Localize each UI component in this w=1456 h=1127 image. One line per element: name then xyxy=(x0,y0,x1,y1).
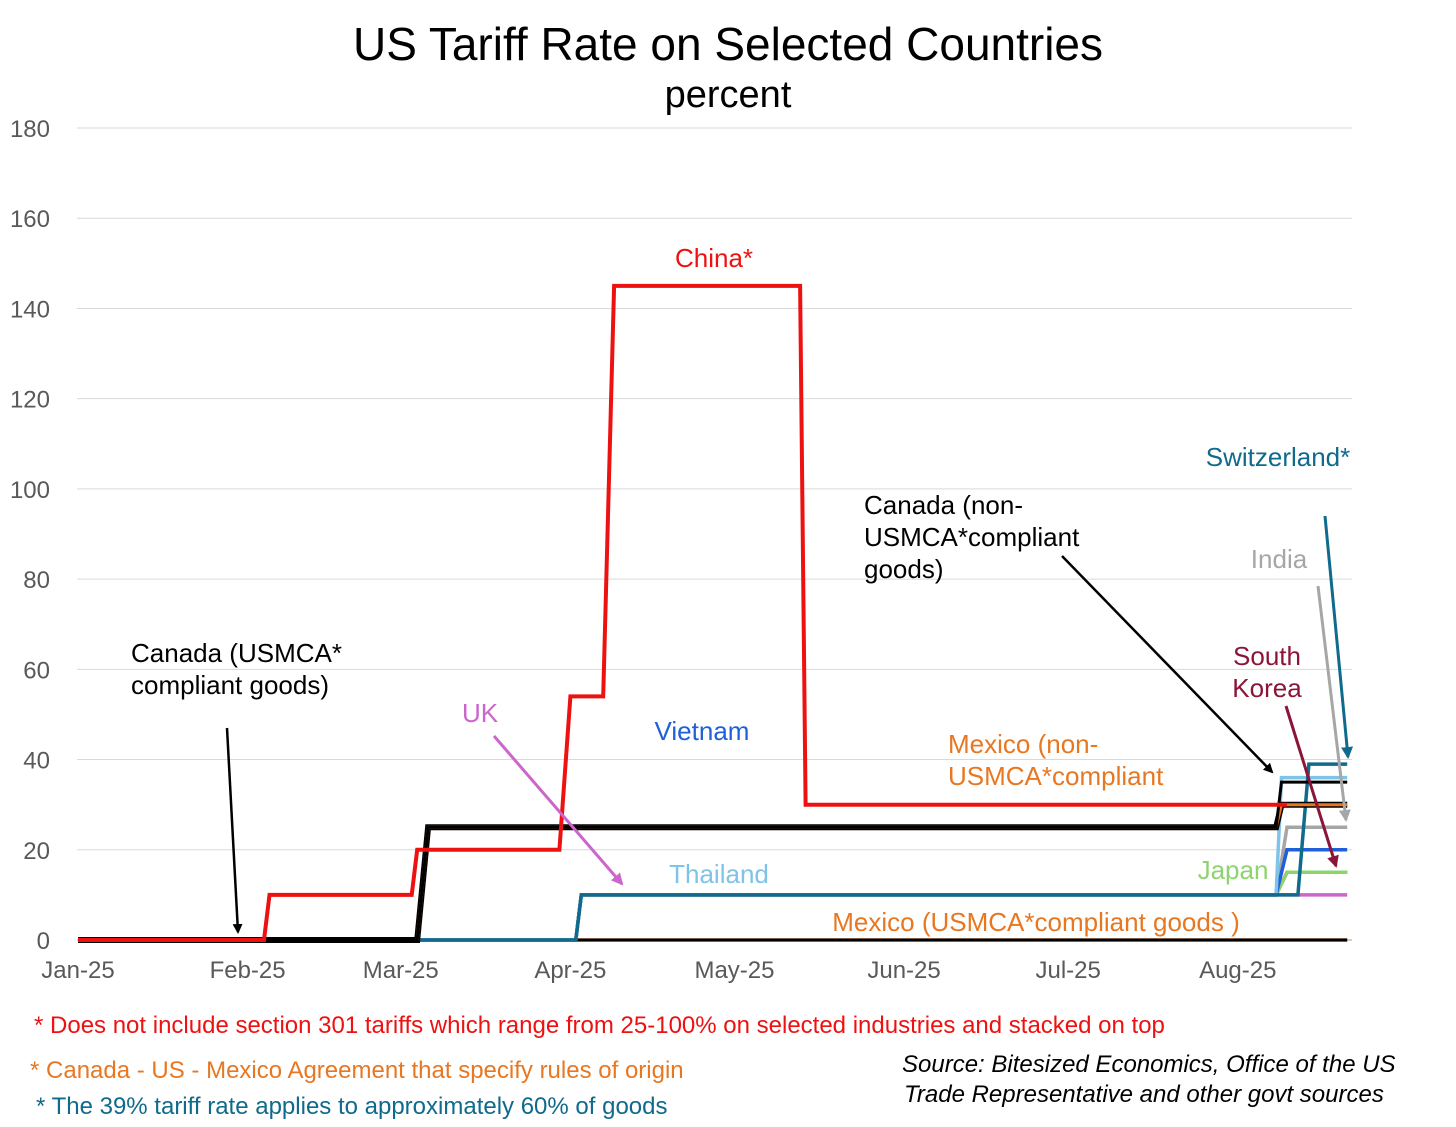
x-tick-label: May-25 xyxy=(694,957,774,984)
label-india: India xyxy=(1251,544,1308,574)
footnote-switzerland: * The 39% tariff rate applies to approxi… xyxy=(36,1093,668,1120)
y-tick-label: 40 xyxy=(23,748,50,775)
label-canada-non-usmca-2: USMCA*compliant xyxy=(864,522,1080,552)
series-line-canada-non-usmca-compliant-goods xyxy=(78,780,1348,942)
switzerland-arrow xyxy=(1323,515,1354,759)
chart-title: US Tariff Rate on Selected Countries xyxy=(353,18,1103,70)
label-japan: Japan xyxy=(1198,855,1269,885)
canada-usmca-arrow xyxy=(225,727,243,934)
uk-arrow xyxy=(492,735,624,886)
canada-non-arrow xyxy=(1061,555,1274,774)
grid-lines xyxy=(77,127,1352,941)
label-south-korea-2: Korea xyxy=(1232,673,1302,703)
y-tick-label: 80 xyxy=(23,567,50,594)
label-china: China* xyxy=(675,243,753,273)
x-axis-ticks: Jan-25 Feb-25 Mar-25 Apr-25 May-25 Jun-25 Jul-… xyxy=(41,957,1276,984)
source-line-2: Trade Representative and other govt sour… xyxy=(904,1081,1384,1108)
label-mexico-usmca: Mexico (USMCA*compliant goods ) xyxy=(832,907,1239,937)
label-canada-usmca-2: compliant goods) xyxy=(131,670,329,700)
label-uk: UK xyxy=(462,698,499,728)
label-mexico-non-usmca-1: Mexico (non- xyxy=(948,729,1098,759)
series-lines xyxy=(78,283,1348,943)
y-tick-label: 0 xyxy=(37,928,50,955)
y-tick-label: 100 xyxy=(10,477,50,504)
chart-subtitle: percent xyxy=(665,74,792,116)
y-tick-label: 140 xyxy=(10,296,50,323)
label-south-korea-1: South xyxy=(1233,641,1301,671)
series-line-switzerland xyxy=(78,762,1348,942)
label-thailand: Thailand xyxy=(669,859,769,889)
south-korea-arrow xyxy=(1284,705,1339,868)
label-canada-usmca-1: Canada (USMCA* xyxy=(131,638,342,668)
label-mexico-non-usmca-2: USMCA*compliant xyxy=(948,761,1164,791)
y-tick-label: 180 xyxy=(10,116,50,143)
label-canada-non-usmca-3: goods) xyxy=(864,554,944,584)
label-vietnam: Vietnam xyxy=(655,716,750,746)
x-tick-label: Mar-25 xyxy=(363,957,439,984)
footnote-usmca: * Canada - US - Mexico Agreement that sp… xyxy=(30,1057,684,1084)
x-tick-label: Jan-25 xyxy=(41,957,114,984)
x-tick-label: Jun-25 xyxy=(867,957,940,984)
india-arrow xyxy=(1316,585,1351,822)
x-tick-label: Aug-25 xyxy=(1199,957,1276,984)
label-canada-non-usmca-1: Canada (non- xyxy=(864,490,1023,520)
y-tick-label: 60 xyxy=(23,657,50,684)
source-line-1: Source: Bitesized Economics, Office of t… xyxy=(902,1051,1396,1078)
y-tick-label: 120 xyxy=(10,387,50,414)
y-tick-label: 20 xyxy=(23,838,50,865)
label-switzerland: Switzerland* xyxy=(1206,442,1351,472)
series-line-china xyxy=(78,283,1287,942)
footnote-section-301: * Does not include section 301 tariffs w… xyxy=(34,1012,1165,1039)
x-tick-label: Apr-25 xyxy=(534,957,606,984)
x-tick-label: Feb-25 xyxy=(210,957,286,984)
x-tick-label: Jul-25 xyxy=(1035,957,1100,984)
y-axis-ticks: 0 20 40 60 80 100 120 140 160 180 xyxy=(10,116,50,955)
y-tick-label: 160 xyxy=(10,206,50,233)
